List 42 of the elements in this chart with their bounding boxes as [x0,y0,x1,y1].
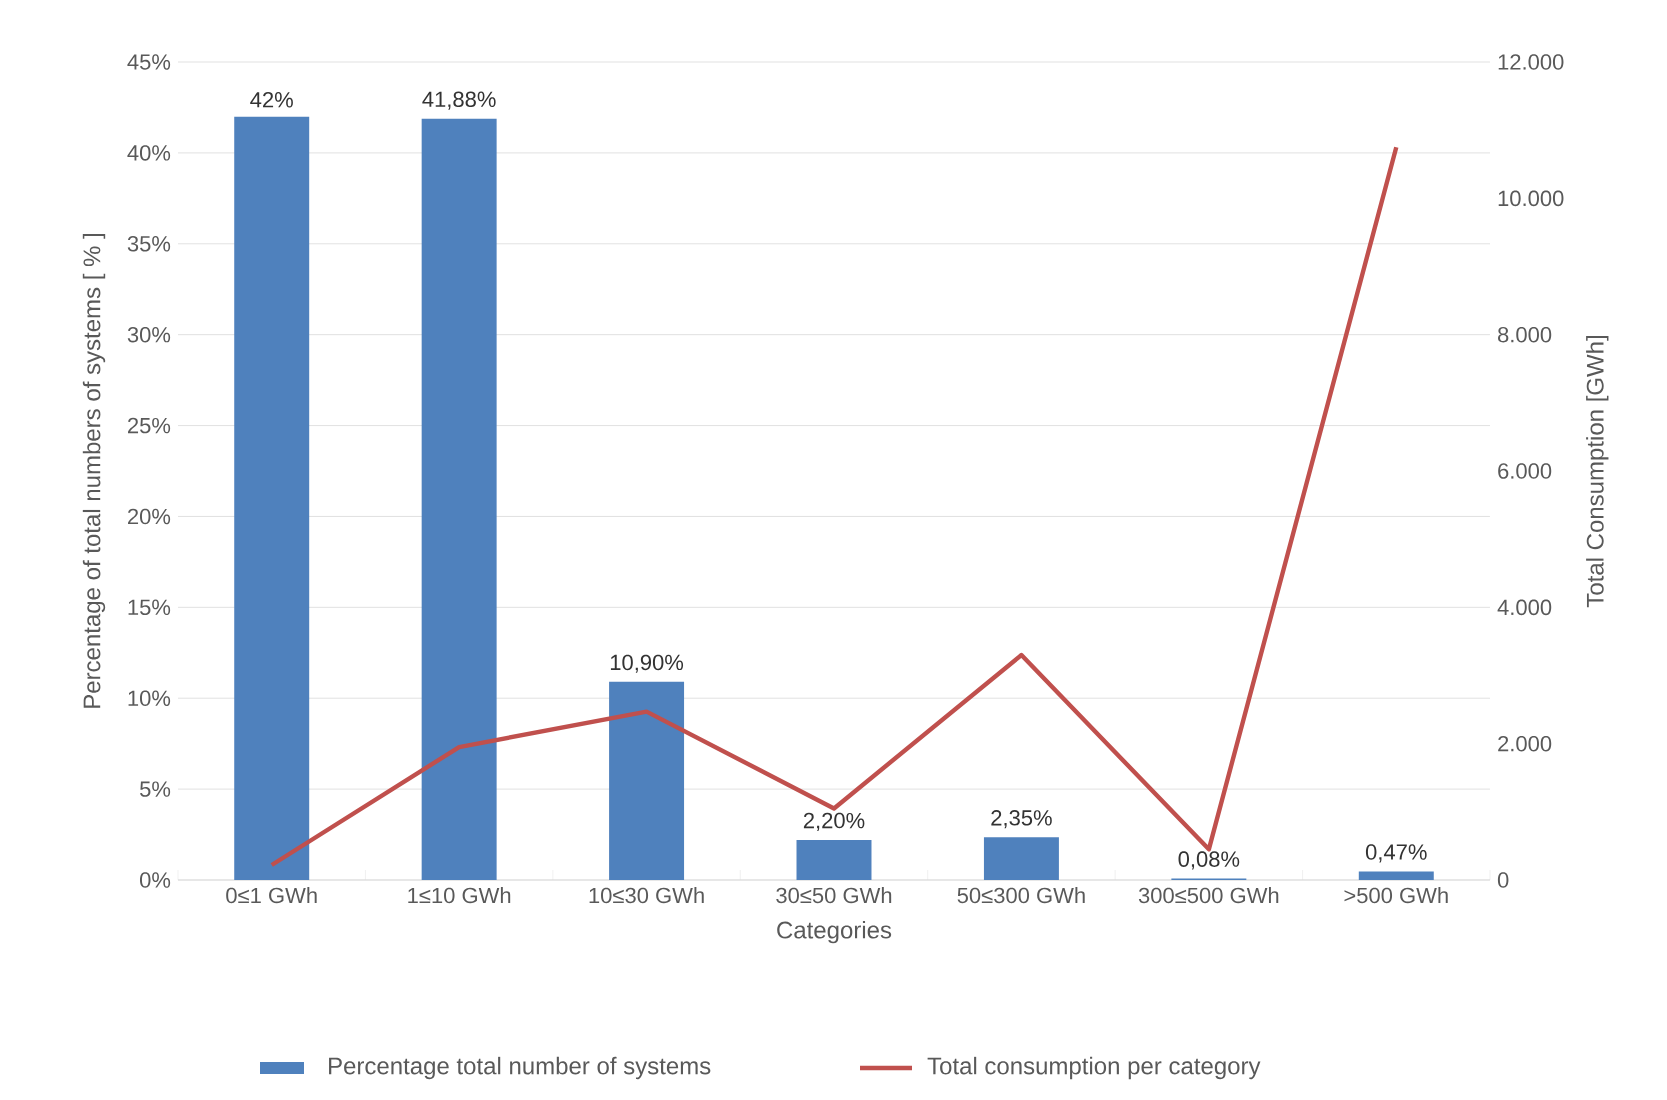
data-label: 2,35% [991,810,1052,829]
x-tick-label: 1≤10 GWh [408,887,511,904]
x-axis-title: Categories [777,920,892,944]
bar [234,116,310,880]
y2-tick-label: 0 [1497,872,1509,888]
bar [421,118,497,880]
y2-tick-label: 6.000 [1498,463,1552,479]
y-tick-label: 15% [128,599,171,616]
y2-axis-title: Total Consumption [GWh] [1586,336,1609,608]
bar [1358,871,1434,880]
data-label: 0,08% [1178,851,1240,870]
y-tick-label: 10% [128,690,171,707]
x-tick-label: 50≤300 GWh [957,887,1085,904]
bar [983,837,1059,880]
y-tick-label: 30% [127,326,171,343]
y2-tick-label: 8.000 [1498,326,1552,343]
x-tick-label: 30≤50 GWh [776,887,892,904]
bar [609,681,685,880]
x-tick-label: 10≤30 GWh [589,887,704,904]
data-label: 0,47% [1365,844,1427,863]
legend-label: Percentage total number of systems [329,1056,711,1080]
y-tick-label: 0% [139,872,171,888]
data-label: 42% [250,92,293,108]
data-label: 10,90% [610,654,684,673]
data-label: 2,20% [803,812,865,831]
y-axis-title: Percentage of total numbers of systems [ % ] [82,234,106,708]
x-tick-label: 0≤1 GWh [226,887,317,904]
legend-label: Total consumption per category [927,1056,1261,1080]
data-label: 41,88% [422,91,496,110]
y-tick-label: 35% [127,236,171,252]
y-tick-label: 40% [127,145,171,161]
y-tick-label: 5% [140,781,171,797]
y2-tick-label: 12.000 [1498,54,1564,70]
y2-tick-label: 2.000 [1498,735,1552,752]
y2-tick-label: 10.000 [1498,190,1564,207]
y-tick-label: 20% [128,508,171,525]
y2-tick-label: 4.000 [1497,599,1552,616]
y-tick-label: 25% [128,417,171,434]
x-tick-label: >500 GWh [1344,887,1448,904]
y-tick-label: 45% [127,54,171,70]
x-tick-label: 300≤500 GWh [1138,887,1279,904]
bar [796,840,872,880]
